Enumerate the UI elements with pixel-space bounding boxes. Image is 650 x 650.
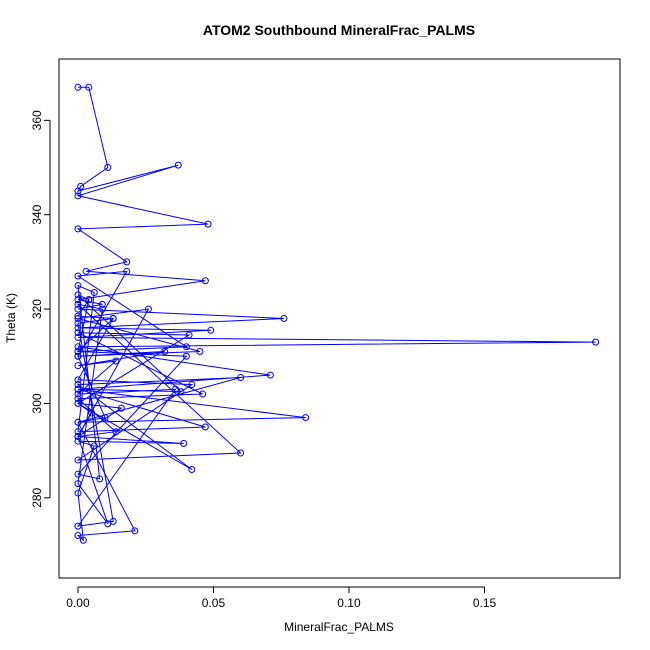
- data-point: [74, 305, 82, 313]
- series: [74, 83, 600, 544]
- data-point: [74, 192, 82, 200]
- data-point: [104, 164, 112, 172]
- data-point: [182, 352, 190, 360]
- x-axis-label: MineralFrac_PALMS: [284, 620, 394, 634]
- data-point: [90, 289, 98, 297]
- data-point: [74, 522, 82, 530]
- data-point: [74, 428, 82, 436]
- data-point: [237, 449, 245, 457]
- data-point: [79, 536, 87, 544]
- y-tick-label: 280: [30, 487, 44, 507]
- data-point: [74, 437, 82, 445]
- data-point: [74, 480, 82, 488]
- data-point: [90, 442, 98, 450]
- data-point: [74, 532, 82, 540]
- data-point: [117, 404, 125, 412]
- data-point: [74, 385, 82, 393]
- data-point: [98, 300, 106, 308]
- data-point: [82, 267, 90, 275]
- data-point: [112, 357, 120, 365]
- chart-title: ATOM2 Southbound MineralFrac_PALMS: [203, 22, 475, 38]
- data-point: [74, 333, 82, 341]
- data-point: [74, 352, 82, 360]
- data-point: [74, 83, 82, 91]
- data-point: [592, 338, 600, 346]
- data-point: [74, 343, 82, 351]
- plot-frame: [58, 58, 621, 579]
- data-point: [74, 319, 82, 327]
- data-point: [74, 418, 82, 426]
- data-point: [180, 440, 188, 448]
- y-tick-label: 320: [30, 299, 44, 319]
- x-tick-label: 0.10: [337, 596, 361, 610]
- data-point: [74, 329, 82, 337]
- data-point: [161, 348, 169, 356]
- data-point: [74, 225, 82, 233]
- data-point: [182, 343, 190, 351]
- data-point: [85, 296, 93, 304]
- data-point: [237, 373, 245, 381]
- data-point: [174, 161, 182, 169]
- data-point: [98, 305, 106, 313]
- data-point: [177, 388, 185, 396]
- series-layer: [74, 83, 600, 544]
- data-point: [74, 362, 82, 370]
- data-point: [74, 348, 82, 356]
- data-point: [96, 475, 104, 483]
- data-point: [204, 220, 212, 228]
- data-point: [74, 312, 82, 320]
- y-axis: 280 300 320 340 360: [30, 110, 51, 508]
- data-point: [266, 371, 274, 379]
- data-point: [201, 423, 209, 431]
- data-point: [85, 83, 93, 91]
- y-axis-label: Theta (K): [4, 293, 18, 343]
- data-point: [74, 390, 82, 398]
- data-point: [199, 390, 207, 398]
- data-point: [123, 258, 131, 266]
- y-tick-label: 360: [30, 110, 44, 130]
- data-point: [188, 465, 196, 473]
- data-point: [74, 272, 82, 280]
- data-point: [123, 267, 131, 275]
- x-tick-label: 0.00: [66, 596, 90, 610]
- data-point: [201, 277, 209, 285]
- data-point: [101, 414, 109, 422]
- data-point: [74, 187, 82, 195]
- data-point: [74, 470, 82, 478]
- data-point: [207, 326, 215, 334]
- data-point: [104, 520, 112, 528]
- data-point: [88, 409, 96, 417]
- data-point: [74, 376, 82, 384]
- data-point: [112, 428, 120, 436]
- data-point: [74, 300, 82, 308]
- data-point: [74, 489, 82, 497]
- data-point: [74, 315, 82, 322]
- data-point: [280, 315, 288, 322]
- y-tick-label: 340: [30, 204, 44, 224]
- data-point: [74, 291, 82, 299]
- data-point: [74, 395, 82, 403]
- x-tick-label: 0.15: [473, 596, 497, 610]
- data-point: [131, 527, 139, 535]
- data-point: [188, 381, 196, 389]
- data-point: [74, 381, 82, 389]
- data-point: [185, 331, 193, 339]
- data-point: [109, 315, 117, 322]
- data-point: [74, 296, 82, 304]
- x-axis: 0.00 0.05 0.10 0.15: [66, 586, 497, 610]
- data-point: [196, 348, 204, 356]
- data-point: [302, 414, 310, 422]
- data-point: [74, 324, 82, 332]
- data-point: [74, 432, 82, 440]
- y-tick-label: 300: [30, 393, 44, 413]
- data-point: [74, 281, 82, 289]
- data-point: [74, 399, 82, 407]
- data-point: [74, 456, 82, 464]
- x-tick-label: 0.05: [202, 596, 226, 610]
- data-point: [144, 305, 152, 313]
- series-line: [76, 86, 596, 542]
